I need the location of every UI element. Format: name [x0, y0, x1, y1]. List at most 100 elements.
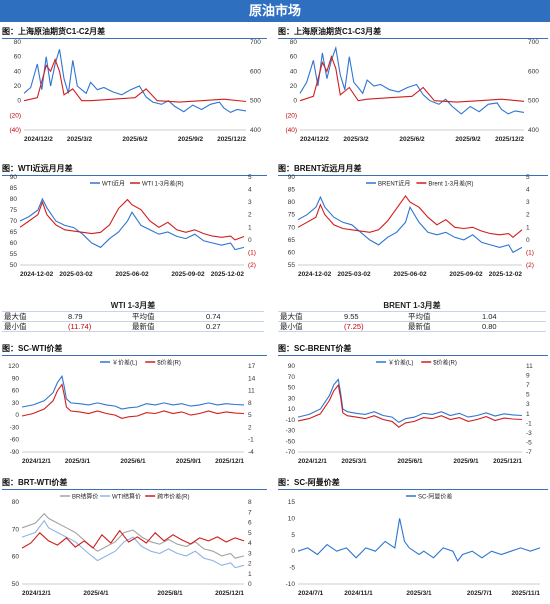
y2-tick-label: (1) [526, 249, 534, 256]
y2-tick-label: 7 [526, 382, 530, 389]
y2-tick-label: 4 [526, 187, 530, 194]
y2-tick-label: 0 [248, 237, 252, 244]
x-tick-label: 2025/3/2 [343, 136, 369, 143]
y2-tick-label: 5 [526, 174, 530, 181]
x-tick-label: 2025-12-02 [211, 271, 245, 278]
stat-value: 0.74 [204, 311, 264, 322]
chart-sc-c1c3: 80 60 40 20 0 (20) (40) 700 600 500 400 2024/12/2 20… [285, 39, 539, 143]
y2-tick-label: 3 [526, 401, 530, 408]
legend-label: ￥价差(L) [388, 359, 413, 367]
y-tick-label: -5 [289, 565, 295, 572]
x-tick-label: 2025/12/2 [217, 136, 246, 143]
chart-sc-wti: 120 90 60 30 0 -30 -60 -90 17 14 11 8 5 2 -1 -4 2024/12/… [8, 359, 255, 466]
chart-sc-brent: 90 70 50 30 10 -10 -30 -50 -70 11 9 7 5 3 1 -1 -3 -5 -7 202… [286, 359, 534, 466]
y-tick-label: 60 [10, 240, 18, 247]
y-tick-label: 20 [14, 83, 22, 90]
stat-label: 最小值 [2, 321, 66, 332]
y-tick-label: -90 [10, 449, 20, 456]
x-tick-label: 2025/9/1 [176, 458, 202, 465]
y-tick-label: 80 [12, 499, 20, 506]
x-tick-label: 2025/9/2 [455, 136, 481, 143]
panel-title: 图：WTI近远月月差 [2, 163, 267, 176]
x-tick-label: 2025/12/1 [215, 590, 244, 597]
y-tick-label: 90 [288, 363, 296, 370]
wti-stats: WTI 1-3月差 最大值 8.79 平均值 0.74 最小值 (11.74) … [2, 300, 264, 332]
x-tick-label: 2025/8/1 [157, 590, 183, 597]
x-tick-label: 2024-12-02 [20, 271, 54, 278]
x-tick-label: 2025-12-02 [489, 271, 523, 278]
y-tick-label: 15 [288, 499, 296, 506]
x-tick-label: 2025/9/1 [453, 458, 479, 465]
y2-tick-label: 3 [526, 199, 530, 206]
y2-tick-label: 1 [248, 224, 252, 231]
y2-tick-label: 600 [528, 68, 539, 75]
y2-tick-label: 400 [528, 127, 539, 134]
y-tick-label: 60 [288, 249, 296, 256]
y-tick-label: (20) [285, 112, 297, 119]
x-tick-label: 2025/6/2 [399, 136, 425, 143]
stats-row: 最小值 (7.25) 最新值 0.80 [278, 321, 546, 332]
x-tick-label: 2025/3/1 [341, 458, 367, 465]
legend-label: WTI近月 [102, 180, 125, 188]
series-line [21, 374, 245, 410]
x-tick-label: 2025-06-02 [115, 271, 149, 278]
y-tick-label: 30 [288, 395, 296, 402]
y-tick-label: -10 [286, 581, 296, 588]
y-tick-label: 120 [8, 363, 19, 370]
y-tick-label: 70 [10, 218, 18, 225]
stat-value: 8.79 [66, 311, 130, 322]
y2-tick-label: 600 [250, 68, 261, 75]
x-tick-label: 2025-06-02 [393, 271, 427, 278]
y2-tick-label: 0 [248, 581, 252, 588]
y2-tick-label: (1) [248, 249, 256, 256]
y-tick-label: 50 [288, 385, 296, 392]
y-tick-label: 70 [288, 224, 296, 231]
stat-label: 最大值 [278, 311, 342, 322]
y-tick-label: 50 [12, 581, 20, 588]
y-tick-label: 0 [15, 412, 19, 419]
y-tick-label: 75 [288, 212, 296, 219]
series-line [23, 49, 247, 114]
x-tick-label: 2024/12/1 [298, 458, 327, 465]
y2-tick-label: 1 [526, 411, 530, 418]
panel-title: 图：SC-阿曼价差 [278, 477, 548, 490]
panel-title: 图：上海原油期货C1-C2月差 [2, 26, 267, 39]
y-tick-label: (20) [9, 112, 21, 119]
series-line [297, 194, 523, 239]
y2-tick-label: 5 [526, 392, 530, 399]
y-tick-label: 80 [288, 199, 296, 206]
y-tick-label: -30 [286, 428, 296, 435]
y-tick-label: 80 [14, 39, 22, 46]
chart-wti: 90 85 80 75 70 65 60 55 50 5 4 3 2 1 0 (1) (2) 2024-12-02… [10, 174, 256, 278]
stat-value: 0.80 [480, 321, 546, 332]
x-tick-label: 2025/3/1 [65, 458, 91, 465]
y-tick-label: 0 [17, 98, 21, 105]
legend-label: ￥价差(L) [112, 359, 137, 367]
panel-title: 图：SC-WTI价差 [2, 343, 267, 356]
legend-label: Brent 1-3月差(R) [428, 180, 473, 188]
series-line [21, 529, 245, 549]
y2-tick-label: 500 [250, 98, 261, 105]
y2-tick-label: 2 [248, 212, 252, 219]
x-tick-label: 2024/12/2 [300, 136, 329, 143]
y2-tick-label: 11 [526, 363, 533, 370]
y2-tick-label: 8 [248, 400, 252, 407]
x-tick-label: 2025/7/1 [467, 590, 493, 597]
series-line [21, 519, 245, 569]
legend-label: WTI 1-3月差(R) [142, 180, 184, 188]
y-tick-label: 10 [288, 515, 296, 522]
y-tick-label: 50 [10, 262, 18, 269]
x-tick-label: 2025/6/1 [397, 458, 423, 465]
legend-label: 跨市价差(R) [157, 493, 189, 501]
y-tick-label: (40) [9, 127, 21, 134]
x-tick-label: 2024-12-02 [298, 271, 332, 278]
y-tick-label: 20 [290, 83, 298, 90]
x-tick-label: 2025/3/1 [406, 590, 432, 597]
y-tick-label: 40 [290, 68, 298, 75]
stats-title: BRENT 1-3月差 [383, 301, 441, 310]
x-tick-label: 2025/4/1 [83, 590, 109, 597]
stat-value: 0.27 [204, 321, 264, 332]
y-tick-label: -60 [10, 437, 20, 444]
x-tick-label: 2025-03-02 [59, 271, 93, 278]
series-line [299, 55, 525, 103]
